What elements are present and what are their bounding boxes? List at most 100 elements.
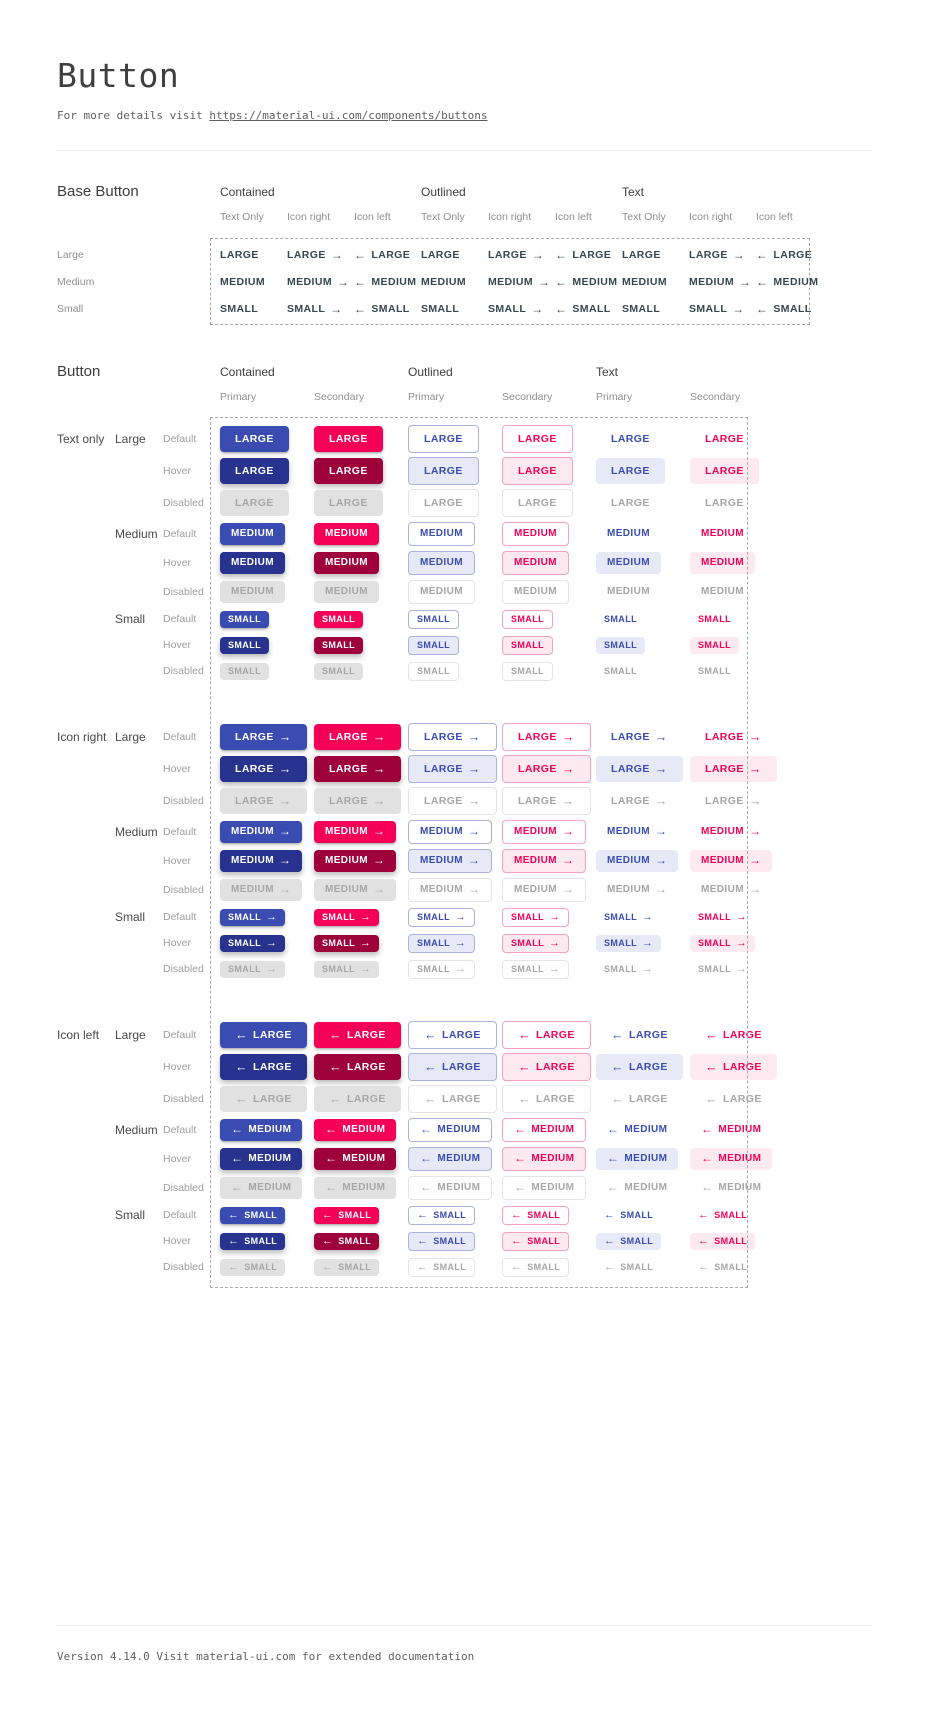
button-text-primary-hover[interactable]: MEDIUM → (596, 849, 679, 872)
button-contained-primary-hover[interactable]: SMALL → (220, 934, 286, 952)
button-outlined-primary-hover[interactable]: SMALL → (408, 933, 476, 953)
button-outlined-secondary-default[interactable]: SMALL (502, 609, 553, 629)
button-contained-secondary-hover[interactable]: ← SMALL (314, 1232, 380, 1250)
base-button-icon-right[interactable]: LARGE → (689, 248, 745, 262)
button-text-primary-disabled[interactable]: SMALL (596, 663, 645, 680)
button-text-secondary-hover[interactable]: SMALL → (690, 934, 756, 952)
button-contained-primary-default[interactable]: SMALL → (220, 908, 286, 926)
button-outlined-secondary-disabled[interactable]: MEDIUM (502, 579, 569, 604)
base-button-text-only[interactable]: LARGE (220, 249, 259, 261)
button-contained-primary-default[interactable]: LARGE (220, 425, 289, 453)
button-contained-secondary-disabled[interactable]: MEDIUM → (314, 878, 397, 901)
button-outlined-primary-default[interactable]: SMALL (408, 609, 459, 629)
button-outlined-secondary-default[interactable]: MEDIUM → (502, 819, 587, 844)
button-contained-primary-default[interactable]: SMALL (220, 610, 269, 628)
base-button-icon-right[interactable]: LARGE → (287, 248, 343, 262)
button-outlined-primary-hover[interactable]: MEDIUM → (408, 848, 493, 873)
button-contained-primary-disabled[interactable]: ← SMALL (220, 1258, 286, 1276)
button-outlined-secondary-disabled[interactable]: ← SMALL (502, 1257, 570, 1277)
base-button-icon-left[interactable]: ← SMALL (555, 302, 611, 316)
button-contained-secondary-disabled[interactable]: ← SMALL (314, 1258, 380, 1276)
button-outlined-secondary-hover[interactable]: SMALL (502, 635, 553, 655)
button-text-primary-disabled[interactable]: MEDIUM (596, 581, 661, 603)
button-contained-primary-hover[interactable]: ← SMALL (220, 1232, 286, 1250)
button-contained-primary-default[interactable]: MEDIUM (220, 522, 285, 545)
button-outlined-secondary-hover[interactable]: MEDIUM → (502, 848, 587, 873)
button-contained-secondary-disabled[interactable]: SMALL → (314, 960, 380, 978)
base-button-text-only[interactable]: SMALL (220, 303, 258, 315)
button-text-secondary-disabled[interactable]: ← LARGE (690, 1086, 777, 1113)
button-contained-primary-disabled[interactable]: MEDIUM (220, 580, 285, 603)
button-contained-primary-hover[interactable]: MEDIUM (220, 551, 285, 574)
button-contained-secondary-disabled[interactable]: LARGE → (314, 787, 401, 815)
button-text-primary-default[interactable]: LARGE (596, 426, 665, 453)
button-text-primary-default[interactable]: MEDIUM → (596, 821, 678, 843)
button-outlined-primary-hover[interactable]: SMALL (408, 635, 459, 655)
base-button-text-only[interactable]: SMALL (622, 303, 660, 315)
button-outlined-primary-default[interactable]: LARGE → (408, 722, 497, 752)
button-outlined-secondary-hover[interactable]: LARGE (502, 456, 573, 486)
button-outlined-primary-disabled[interactable]: LARGE (408, 488, 479, 518)
button-contained-secondary-disabled[interactable]: SMALL (314, 662, 363, 680)
button-outlined-secondary-hover[interactable]: ← SMALL (502, 1231, 570, 1251)
button-outlined-primary-default[interactable]: ← LARGE (408, 1020, 497, 1050)
base-button-icon-right[interactable]: SMALL → (689, 302, 745, 316)
button-outlined-primary-default[interactable]: LARGE (408, 424, 479, 454)
button-text-primary-hover[interactable]: ← LARGE (596, 1053, 683, 1081)
button-contained-primary-default[interactable]: LARGE → (220, 723, 307, 751)
button-contained-primary-disabled[interactable]: LARGE → (220, 787, 307, 815)
button-outlined-primary-disabled[interactable]: ← SMALL (408, 1257, 476, 1277)
button-contained-secondary-default[interactable]: MEDIUM (314, 522, 379, 545)
button-outlined-primary-disabled[interactable]: SMALL → (408, 959, 476, 979)
button-contained-secondary-disabled[interactable]: ← MEDIUM (314, 1176, 397, 1199)
button-text-primary-default[interactable]: MEDIUM (596, 523, 661, 545)
button-outlined-secondary-default[interactable]: LARGE → (502, 722, 591, 752)
button-outlined-primary-default[interactable]: ← MEDIUM (408, 1117, 493, 1142)
docs-link[interactable]: https://material-ui.com/components/butto… (209, 109, 488, 122)
button-text-secondary-disabled[interactable]: MEDIUM (690, 581, 755, 603)
button-contained-secondary-default[interactable]: LARGE (314, 425, 383, 453)
base-button-icon-right[interactable]: MEDIUM → (488, 275, 550, 289)
button-text-secondary-default[interactable]: LARGE (690, 426, 759, 453)
button-outlined-secondary-hover[interactable]: SMALL → (502, 933, 570, 953)
button-text-primary-hover[interactable]: MEDIUM (596, 551, 661, 574)
base-button-icon-left[interactable]: ← LARGE (555, 248, 611, 262)
button-contained-secondary-default[interactable]: MEDIUM → (314, 820, 397, 843)
button-contained-primary-disabled[interactable]: ← LARGE (220, 1085, 307, 1113)
button-outlined-secondary-disabled[interactable]: ← MEDIUM (502, 1175, 587, 1200)
base-button-text-only[interactable]: MEDIUM (622, 276, 667, 288)
button-text-secondary-default[interactable]: ← LARGE (690, 1022, 777, 1049)
button-text-secondary-disabled[interactable]: LARGE → (690, 788, 777, 815)
button-contained-primary-disabled[interactable]: SMALL (220, 662, 269, 680)
button-outlined-primary-disabled[interactable]: MEDIUM (408, 579, 475, 604)
button-contained-secondary-hover[interactable]: ← LARGE (314, 1053, 401, 1081)
button-text-primary-hover[interactable]: ← SMALL (596, 1232, 662, 1250)
button-text-secondary-hover[interactable]: SMALL (690, 636, 739, 654)
button-text-secondary-default[interactable]: LARGE → (690, 724, 777, 751)
button-contained-primary-disabled[interactable]: MEDIUM → (220, 878, 303, 901)
button-contained-secondary-hover[interactable]: SMALL → (314, 934, 380, 952)
button-text-primary-default[interactable]: ← SMALL (596, 1207, 661, 1224)
button-outlined-primary-default[interactable]: MEDIUM → (408, 819, 493, 844)
button-contained-secondary-hover[interactable]: ← MEDIUM (314, 1147, 397, 1170)
button-text-primary-hover[interactable]: ← MEDIUM (596, 1147, 679, 1170)
button-text-primary-default[interactable]: SMALL (596, 611, 645, 628)
button-outlined-secondary-hover[interactable]: ← MEDIUM (502, 1146, 587, 1171)
button-contained-primary-default[interactable]: ← LARGE (220, 1021, 307, 1049)
button-text-primary-default[interactable]: ← MEDIUM (596, 1119, 678, 1141)
base-button-icon-left[interactable]: ← SMALL (756, 302, 812, 316)
button-outlined-secondary-default[interactable]: MEDIUM (502, 521, 569, 546)
button-contained-primary-default[interactable]: ← SMALL (220, 1206, 286, 1224)
button-outlined-secondary-disabled[interactable]: MEDIUM → (502, 877, 587, 902)
base-button-text-only[interactable]: LARGE (421, 249, 460, 261)
button-text-secondary-disabled[interactable]: SMALL (690, 663, 739, 680)
button-contained-secondary-default[interactable]: ← LARGE (314, 1021, 401, 1049)
button-contained-secondary-hover[interactable]: LARGE → (314, 755, 401, 783)
base-button-text-only[interactable]: MEDIUM (421, 276, 466, 288)
button-text-secondary-disabled[interactable]: ← MEDIUM (690, 1177, 772, 1199)
button-outlined-secondary-default[interactable]: ← SMALL (502, 1205, 570, 1225)
base-button-text-only[interactable]: MEDIUM (220, 276, 265, 288)
button-text-secondary-hover[interactable]: ← SMALL (690, 1232, 756, 1250)
button-outlined-secondary-disabled[interactable]: ← LARGE (502, 1084, 591, 1114)
button-outlined-primary-disabled[interactable]: MEDIUM → (408, 877, 493, 902)
